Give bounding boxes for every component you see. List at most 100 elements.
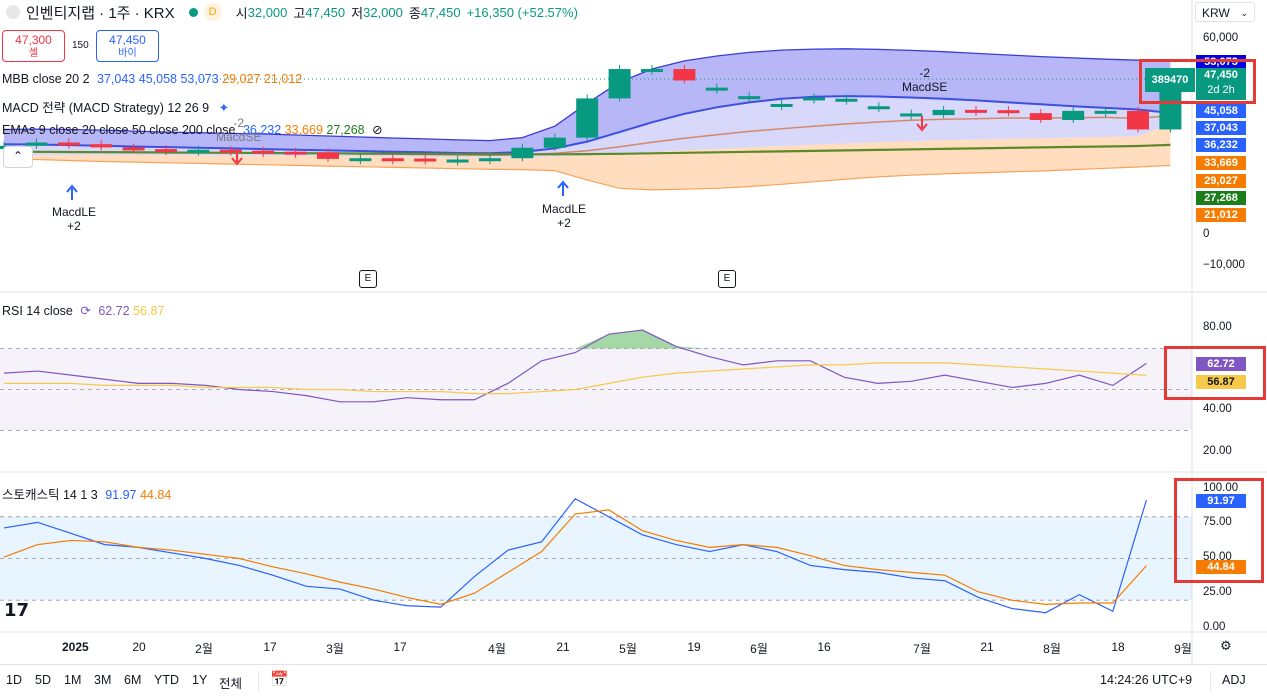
- earnings-marker-1[interactable]: E: [359, 270, 377, 288]
- time-tick: 2025: [62, 640, 89, 654]
- earnings-marker-2[interactable]: E: [718, 270, 736, 288]
- toolbar-divider: [258, 671, 259, 691]
- macdle-arrow-icon: [557, 180, 569, 196]
- macdse-arrow-icon: [916, 116, 928, 132]
- calendar-icon[interactable]: 📅: [270, 671, 289, 688]
- stoch-legend[interactable]: 스토캐스틱 14 1 3 91.97 44.84: [2, 484, 171, 503]
- price-tick: 60,000: [1203, 32, 1239, 44]
- time-tick: 4월: [488, 642, 506, 656]
- last-price: 47,450: [1204, 69, 1238, 81]
- axis-label-ema-2: 33,669: [1196, 156, 1246, 170]
- emas-legend[interactable]: EMAs 9 close 20 close 50 close 200 close…: [2, 122, 383, 137]
- timeframe-3m[interactable]: 3M: [94, 673, 112, 687]
- signal-macdse-1-qty: -2: [919, 66, 931, 80]
- candle-body: [90, 144, 113, 148]
- candle-body: [155, 149, 177, 153]
- data-badge: D: [203, 3, 222, 21]
- candle-body: [57, 142, 80, 146]
- high-value: 47,450: [305, 4, 346, 20]
- signal-macdse-2-label: MacdSE: [216, 130, 262, 144]
- time-tick: 19: [687, 640, 701, 654]
- time-tick: 17: [263, 640, 277, 654]
- ema-value-1: 36,232: [242, 123, 282, 137]
- adj-toggle[interactable]: ADJ: [1222, 673, 1246, 687]
- hidden-icon[interactable]: ⊘: [372, 123, 383, 137]
- stoch-tick: 75.00: [1203, 516, 1232, 528]
- candle-body: [932, 109, 955, 116]
- candle-body: [252, 150, 275, 154]
- timeframe-1d[interactable]: 1D: [6, 673, 22, 687]
- open-value: 32,000: [247, 4, 288, 20]
- signal-macdse-1-label: MacdSE: [902, 80, 948, 94]
- axis-label-mbb-2: 45,058: [1196, 104, 1246, 118]
- time-tick: 3월: [326, 642, 344, 656]
- candle-body: [608, 69, 631, 99]
- time-tick: 2월: [195, 642, 213, 656]
- time-tick: 21: [980, 640, 994, 654]
- toolbar-divider: [1210, 671, 1211, 691]
- signal-macdle-1-qty: +2: [67, 219, 81, 233]
- clock-time[interactable]: 14:24:26 UTC+9: [1100, 673, 1193, 687]
- candle-body: [219, 149, 242, 153]
- time-tick: 16: [817, 640, 831, 654]
- last-price-label: 47,450 2d 2h: [1196, 68, 1246, 100]
- symbol-title[interactable]: 인벤티지랩 · 1주 · KRX: [26, 4, 175, 22]
- change-value: +16,350 (+52.57%): [466, 4, 578, 20]
- sell-label: 셀: [28, 48, 39, 59]
- bottom-toolbar: 1D 5D 1M 3M 6M YTD 1Y 전체 📅 14:24:26 UTC+…: [0, 664, 1267, 698]
- candle-body: [965, 109, 987, 113]
- mbb-legend[interactable]: MBB close 20 2 37,043 45,058 53,073 29,0…: [2, 72, 302, 86]
- chevron-up-icon: ⌃: [12, 149, 24, 163]
- time-tick: 9월: [1174, 642, 1192, 656]
- candle-body: [803, 97, 825, 101]
- mbb-value-basis: 37,043: [97, 72, 136, 86]
- rsi-legend[interactable]: RSI 14 close ⟳ 62.72 56.87: [2, 303, 164, 318]
- timeframe-5d[interactable]: 5D: [35, 673, 51, 687]
- stoch-k-line: [3, 497, 1147, 614]
- signal-macdle-1: MacdLE +2: [52, 205, 96, 233]
- market-open-dot-icon: [188, 7, 198, 17]
- candle-body: [673, 69, 696, 81]
- timeframe-all[interactable]: 전체: [219, 677, 243, 691]
- settings-icon[interactable]: ⚙: [1220, 638, 1232, 653]
- rsi-tick: 80.00: [1203, 321, 1232, 333]
- stoch-tick: 100.00: [1203, 482, 1239, 494]
- price-tick: −10,000: [1203, 259, 1245, 271]
- time-tick: 21: [556, 640, 570, 654]
- collapse-legend-button[interactable]: ⌃: [3, 146, 33, 168]
- stoch-tick: 25.00: [1203, 586, 1232, 598]
- candle-body: [187, 149, 210, 153]
- time-tick: 8월: [1043, 642, 1061, 656]
- stoch-tick: 0.00: [1203, 621, 1226, 633]
- axis-label-mbb-lower: 21,012: [1196, 208, 1246, 222]
- chevron-down-icon: ⌄: [1240, 8, 1248, 18]
- candle-body: [511, 147, 534, 159]
- signal-macdle-1-label: MacdLE: [52, 205, 97, 219]
- sparkle-icon: ✦: [218, 101, 230, 115]
- mbb-value-4: 29,027: [222, 72, 261, 86]
- candle-body: [479, 158, 501, 162]
- timeframe-1m[interactable]: 1M: [64, 673, 82, 687]
- mbb-value-lower: 21,012: [263, 72, 303, 86]
- axis-label-mbb-basis: 37,043: [1196, 121, 1246, 135]
- buy-button[interactable]: 47,450 바이: [96, 30, 159, 62]
- symbol-logo-icon: [6, 5, 20, 19]
- signal-macdle-2: MacdLE +2: [542, 202, 586, 230]
- rsi-tick: 40.00: [1203, 403, 1232, 415]
- rsi-ma-line: [4, 362, 1147, 395]
- currency-select[interactable]: KRW ⌄: [1195, 2, 1255, 22]
- low-label: 저: [351, 5, 364, 21]
- stoch-d-line: [3, 509, 1147, 605]
- macdse-arrow-icon: [231, 150, 243, 166]
- timeframe-6m[interactable]: 6M: [124, 673, 142, 687]
- candle-body: [25, 142, 48, 146]
- timeframe-1y[interactable]: 1Y: [192, 673, 208, 687]
- tradingview-logo-icon: 𝟭𝟳: [4, 600, 30, 620]
- rsi-line: [3, 329, 1147, 403]
- macd-legend[interactable]: MACD 전략 (MACD Strategy) 12 26 9 ✦: [2, 97, 229, 116]
- buy-price: 47,450: [109, 33, 146, 47]
- refresh-icon: ⟳: [80, 304, 91, 318]
- sell-button[interactable]: 47,300 셀: [2, 30, 65, 62]
- timeframe-ytd[interactable]: YTD: [154, 673, 179, 687]
